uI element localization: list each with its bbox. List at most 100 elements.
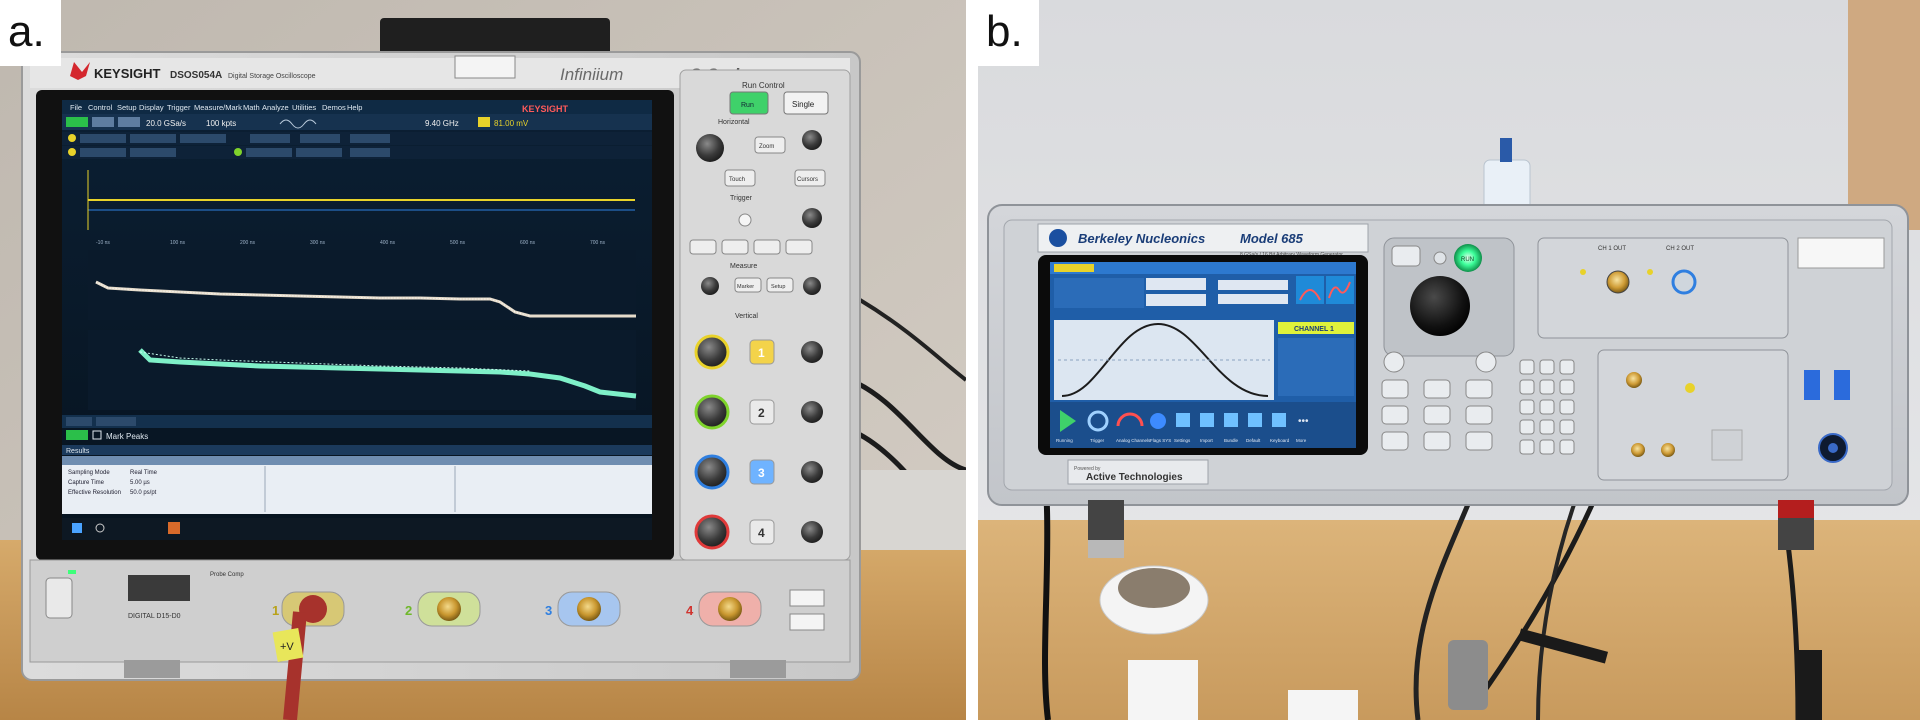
awg-small-button[interactable] — [1391, 245, 1421, 267]
channel-1-offset-knob[interactable] — [801, 341, 823, 363]
trigger-button[interactable] — [689, 239, 717, 255]
numeric-key[interactable] — [1539, 419, 1555, 435]
channel-3-scale-knob[interactable] — [694, 454, 730, 490]
measure-knob-right[interactable] — [803, 277, 821, 295]
usb-port[interactable] — [789, 589, 825, 607]
import-icon[interactable] — [1200, 413, 1214, 427]
bnc-logo-icon — [1049, 229, 1067, 247]
marker-connector[interactable] — [1631, 443, 1645, 457]
single-button[interactable] — [783, 91, 829, 115]
default-icon[interactable] — [1248, 413, 1262, 427]
channel-4-button[interactable] — [749, 519, 775, 545]
marker-button[interactable] — [734, 277, 762, 293]
function-keys — [1381, 379, 1493, 451]
function-key[interactable] — [1381, 379, 1409, 399]
digital-port-label: DIGITAL D15-D0 — [128, 613, 181, 620]
trigger-button[interactable] — [753, 239, 781, 255]
bundle-icon[interactable] — [1224, 413, 1238, 427]
main-rotary-knob[interactable] — [1410, 276, 1470, 336]
numeric-key[interactable] — [1539, 379, 1555, 395]
channel-3-button[interactable] — [749, 459, 775, 485]
measure-knob-left[interactable] — [701, 277, 719, 295]
menu-item-trigger[interactable]: Trigger — [167, 103, 191, 112]
usb-port[interactable] — [1834, 370, 1850, 400]
function-key[interactable] — [1381, 405, 1409, 425]
channel-2-button[interactable] — [749, 399, 775, 425]
numeric-key[interactable] — [1559, 439, 1575, 455]
menu-item-help[interactable]: Help — [347, 103, 362, 112]
analog-channels-icon[interactable] — [1116, 412, 1144, 427]
channel-2-scale-knob[interactable] — [694, 394, 730, 430]
numeric-key[interactable] — [1559, 419, 1575, 435]
channel-2-offset-knob[interactable] — [801, 401, 823, 423]
numeric-key[interactable] — [1519, 399, 1535, 415]
trigger-button[interactable] — [785, 239, 813, 255]
input-2-connector[interactable] — [437, 597, 461, 621]
channel-1-button[interactable] — [749, 339, 775, 365]
numeric-key[interactable] — [1519, 439, 1535, 455]
numeric-key[interactable] — [1519, 379, 1535, 395]
channel-4-offset-knob[interactable] — [801, 521, 823, 543]
input-3-connector[interactable] — [577, 597, 601, 621]
trigger-button[interactable] — [721, 239, 749, 255]
numeric-key[interactable] — [1559, 399, 1575, 415]
numeric-key[interactable] — [1519, 359, 1535, 375]
zoom-button[interactable] — [754, 136, 786, 154]
input-4-connector[interactable] — [718, 597, 742, 621]
ch2-output-connector[interactable] — [1671, 269, 1697, 295]
function-key[interactable] — [1465, 379, 1493, 399]
setup-button[interactable] — [766, 277, 794, 293]
trigger-icon[interactable] — [1087, 410, 1109, 432]
ch1-output-connector[interactable] — [1606, 270, 1630, 294]
trigger-level-knob[interactable] — [802, 208, 822, 228]
function-key[interactable] — [1423, 379, 1451, 399]
channel-4-scale-knob[interactable] — [694, 514, 730, 550]
screen-brand-label: KEYSIGHT — [522, 104, 569, 114]
function-key[interactable] — [1381, 431, 1409, 451]
menu-item-utilities[interactable]: Utilities — [292, 103, 316, 112]
menu-item-display[interactable]: Display — [139, 103, 164, 112]
numeric-key[interactable] — [1559, 359, 1575, 375]
keyboard-icon[interactable] — [1272, 413, 1286, 427]
usb-port[interactable] — [1804, 370, 1820, 400]
channel-1-scale-knob[interactable] — [694, 334, 730, 370]
menu-item-demos[interactable]: Demos — [322, 103, 346, 112]
numeric-key[interactable] — [1539, 359, 1555, 375]
function-key[interactable] — [1423, 405, 1451, 425]
toolbar-button[interactable] — [118, 117, 140, 127]
toolbar-button[interactable] — [92, 117, 114, 127]
touch-button[interactable] — [724, 169, 756, 187]
model-description: Digital Storage Oscilloscope — [228, 73, 316, 80]
mark-peaks-button[interactable]: Mark Peaks — [106, 432, 148, 441]
horizontal-position-knob[interactable] — [802, 130, 822, 150]
run-led-button[interactable] — [1454, 244, 1482, 272]
numeric-key[interactable] — [1559, 379, 1575, 395]
marker-connector[interactable] — [1661, 443, 1675, 457]
run-button[interactable] — [729, 91, 769, 115]
usb-port[interactable] — [789, 613, 825, 631]
run-stop-indicator[interactable] — [66, 117, 88, 127]
numeric-key[interactable] — [1519, 419, 1535, 435]
numeric-key[interactable] — [1539, 439, 1555, 455]
menu-item-analyze[interactable]: Analyze — [262, 103, 289, 112]
menu-item-measure-mark[interactable]: Measure/Mark — [194, 103, 242, 112]
menu-item-file[interactable]: File — [70, 103, 82, 112]
flags-icon[interactable] — [1150, 413, 1166, 429]
horizontal-scale-knob[interactable] — [696, 134, 724, 162]
power-button[interactable] — [45, 577, 73, 619]
menu-item-math[interactable]: Math — [243, 103, 260, 112]
play-icon[interactable] — [1060, 410, 1076, 432]
channel-3-offset-knob[interactable] — [801, 461, 823, 483]
menu-item-control[interactable]: Control — [88, 103, 113, 112]
marker-connector[interactable] — [1626, 372, 1642, 388]
search-icon[interactable] — [95, 523, 105, 533]
function-key[interactable] — [1423, 431, 1451, 451]
function-key[interactable] — [1465, 431, 1493, 451]
settings-icon[interactable] — [1176, 413, 1190, 427]
numeric-key[interactable] — [1539, 399, 1555, 415]
menu-item-setup[interactable]: Setup — [117, 103, 137, 112]
cursors-button[interactable] — [794, 169, 826, 187]
start-icon[interactable] — [72, 523, 82, 533]
function-key[interactable] — [1465, 405, 1493, 425]
more-icon[interactable]: ••• — [1298, 416, 1309, 427]
